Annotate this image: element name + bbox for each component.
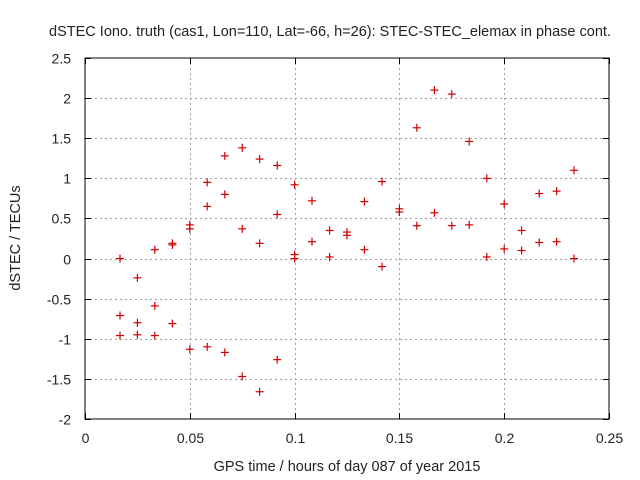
data-point xyxy=(273,161,282,170)
y-tick-label: 0 xyxy=(63,252,71,268)
data-point xyxy=(465,220,474,229)
y-tick-label: -1.5 xyxy=(47,372,71,388)
data-point xyxy=(150,301,159,310)
data-point xyxy=(552,187,561,196)
data-point xyxy=(220,190,229,199)
data-point xyxy=(273,355,282,364)
x-tick-label: 0.05 xyxy=(177,430,204,446)
data-point xyxy=(133,330,142,339)
data-point xyxy=(430,86,439,95)
x-tick-label: 0.2 xyxy=(495,430,515,446)
grid xyxy=(85,58,609,419)
data-point xyxy=(238,224,247,233)
data-point xyxy=(203,178,212,187)
y-tick-label: 0.5 xyxy=(52,211,72,227)
x-tick-label: 0.25 xyxy=(596,430,623,446)
data-point xyxy=(500,200,509,209)
y-tick-label: 1 xyxy=(63,171,71,187)
tick-labels: 0 0.05 0.1 0.15 0.2 0.25 2.5 2 1.5 1 0.5 0 -0.5 -1 -1.… xyxy=(47,51,623,447)
data-point xyxy=(116,254,125,263)
chart-title: dSTEC Iono. truth (cas1, Lon=110, Lat=-6… xyxy=(49,24,611,40)
data-point xyxy=(168,240,177,249)
y-tick-label: 2 xyxy=(63,91,71,107)
data-point xyxy=(325,226,334,235)
plot-frame xyxy=(84,57,610,420)
data-point xyxy=(307,196,316,205)
data-point xyxy=(168,319,177,328)
data-point xyxy=(133,273,142,282)
data-point xyxy=(482,174,491,183)
data-point xyxy=(465,137,474,146)
data-point xyxy=(447,90,456,99)
data-point xyxy=(255,387,264,396)
y-axis-label: dSTEC / TECUs xyxy=(8,185,24,290)
data-point xyxy=(343,231,351,240)
y-tick-label: -1 xyxy=(59,332,72,348)
data-point xyxy=(378,177,387,186)
x-tick-label: 0 xyxy=(82,430,90,446)
data-point xyxy=(447,221,456,230)
data-point xyxy=(116,331,125,340)
data-point xyxy=(150,245,159,254)
data-point xyxy=(517,246,526,255)
data-point xyxy=(273,210,282,219)
data-point xyxy=(412,221,421,230)
data-point xyxy=(185,345,194,354)
data-point xyxy=(116,311,125,320)
data-point xyxy=(255,239,264,248)
y-tick-label: 2.5 xyxy=(52,51,72,67)
y-tick-label: -0.5 xyxy=(47,292,71,308)
y-tick-label: 1.5 xyxy=(52,131,72,147)
data-point xyxy=(535,238,544,247)
data-point xyxy=(255,155,264,164)
data-point xyxy=(569,254,578,263)
data-point xyxy=(203,342,212,351)
x-axis-label: GPS time / hours of day 087 of year 2015 xyxy=(214,459,481,475)
data-point xyxy=(238,372,247,381)
data-point xyxy=(220,348,229,357)
data-point xyxy=(395,208,404,217)
data-point xyxy=(412,123,421,132)
data-points xyxy=(116,86,578,396)
data-point xyxy=(360,245,369,254)
data-point xyxy=(238,143,247,152)
data-point xyxy=(203,202,212,211)
data-point xyxy=(500,244,509,253)
data-point xyxy=(360,197,369,206)
data-point xyxy=(307,237,316,246)
data-point xyxy=(133,318,142,327)
data-point xyxy=(290,254,299,263)
data-point xyxy=(290,180,299,189)
data-point xyxy=(220,151,229,160)
data-point xyxy=(325,252,334,261)
y-tick-label: -2 xyxy=(59,412,72,428)
data-point xyxy=(552,237,561,246)
x-tick-label: 0.15 xyxy=(386,430,413,446)
data-point xyxy=(378,262,387,271)
data-point xyxy=(150,331,159,340)
data-point xyxy=(569,166,578,175)
data-point xyxy=(430,208,439,217)
data-point xyxy=(482,252,491,261)
data-point xyxy=(185,224,194,233)
data-point xyxy=(517,226,526,235)
data-point xyxy=(535,189,544,198)
x-tick-label: 0.1 xyxy=(286,430,306,446)
